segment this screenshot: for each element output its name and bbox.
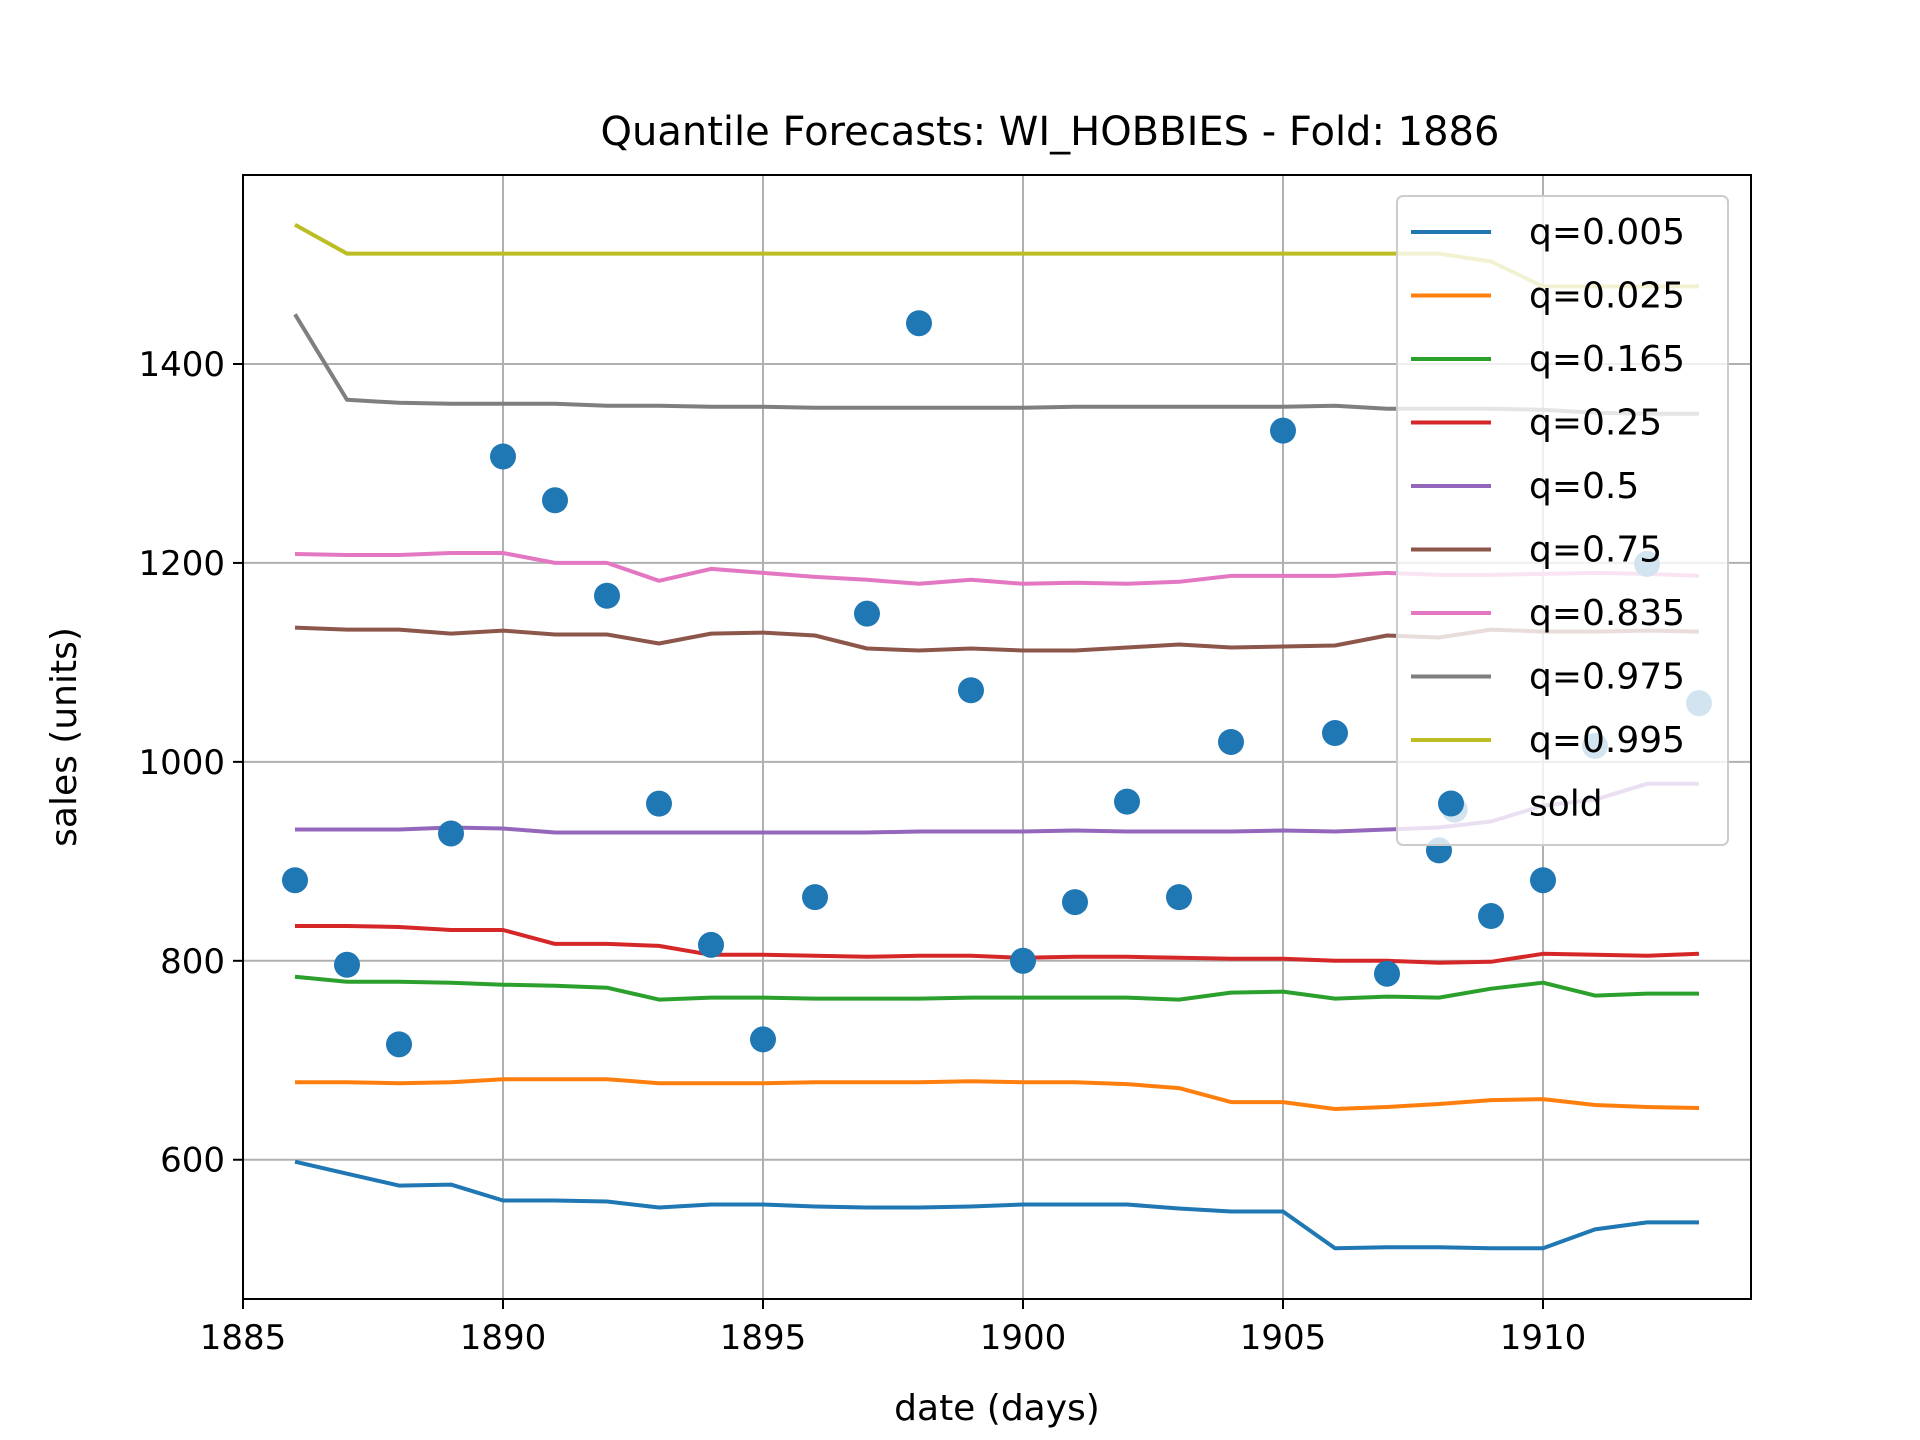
- sold-point: [1530, 867, 1556, 894]
- y-tick-label: 800: [160, 942, 225, 982]
- sold-point: [438, 820, 464, 847]
- legend-label: q=0.005: [1529, 212, 1685, 253]
- y-axis: 600 800 1000 1200 1400: [138, 345, 243, 1181]
- legend-label: q=0.25: [1529, 403, 1662, 444]
- chart-title: Quantile Forecasts: WI_HOBBIES - Fold: 1…: [601, 109, 1500, 155]
- y-axis-label: sales (units): [44, 627, 85, 847]
- sold-point: [1166, 884, 1192, 911]
- legend-label: q=0.165: [1529, 339, 1685, 380]
- plot-frame: [242, 174, 1752, 1300]
- sold-point: [386, 1031, 412, 1058]
- legend-swatch: [1438, 790, 1464, 817]
- x-tick-label: 1905: [1240, 1318, 1327, 1358]
- sold-point: [802, 884, 828, 911]
- sold-point: [334, 951, 360, 978]
- sold-point: [1322, 720, 1348, 747]
- x-tick-label: 1910: [1500, 1318, 1587, 1358]
- legend-label: q=0.75: [1529, 530, 1662, 571]
- sold-point: [750, 1026, 776, 1053]
- sold-point: [698, 931, 724, 958]
- x-tick-label: 1890: [460, 1318, 547, 1358]
- sold-points: [282, 310, 1712, 1058]
- series-line-q=0.005: [294, 1159, 1699, 1251]
- sold-point: [646, 790, 672, 817]
- x-tick-label: 1900: [980, 1318, 1067, 1358]
- sold-point: [1270, 417, 1296, 444]
- sold-point: [594, 582, 620, 609]
- x-tick-label: 1885: [200, 1318, 287, 1358]
- legend-label: q=0.025: [1529, 276, 1685, 317]
- sold-point: [282, 867, 308, 894]
- series-line-q=0.025: [295, 1077, 1700, 1111]
- sold-point: [854, 600, 880, 627]
- sold-point: [1478, 903, 1504, 930]
- legend-label: q=0.975: [1529, 657, 1685, 698]
- sold-point: [1374, 960, 1400, 987]
- sold-point: [1010, 947, 1036, 974]
- quantile-lines: [293, 222, 1700, 1251]
- x-axis: 1885 1890 1895 1900 1905 1910: [200, 1299, 1587, 1358]
- x-axis-label: date (days): [894, 1388, 1100, 1429]
- y-tick-label: 1000: [138, 743, 225, 783]
- series-line-q=0.165: [294, 974, 1699, 1002]
- y-tick-label: 600: [160, 1141, 225, 1181]
- sold-point: [1218, 728, 1244, 755]
- y-tick-label: 1400: [138, 345, 225, 385]
- legend-label: sold: [1529, 784, 1603, 825]
- sold-point: [1062, 889, 1088, 916]
- legend-label: q=0.5: [1529, 466, 1639, 507]
- x-tick-label: 1895: [720, 1318, 807, 1358]
- series-line-q=0.25: [295, 924, 1700, 965]
- legend: q=0.005 q=0.025 q=0.165 q=0.25 q=0.5 q=0.75 q=…: [1396, 195, 1729, 846]
- legend-label: q=0.835: [1529, 593, 1685, 634]
- y-tick-label: 1200: [138, 544, 225, 584]
- sold-point: [1114, 788, 1140, 815]
- legend-label: q=0.995: [1529, 720, 1685, 761]
- sold-point: [542, 487, 568, 514]
- sold-point: [490, 443, 516, 470]
- sold-point: [906, 310, 932, 337]
- sold-point: [958, 677, 984, 704]
